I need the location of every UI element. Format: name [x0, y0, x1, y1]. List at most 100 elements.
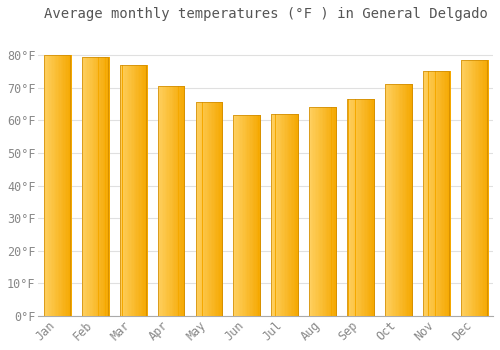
Bar	[216, 103, 218, 316]
Bar	[86, 57, 88, 316]
Bar	[294, 114, 295, 316]
Bar	[441, 71, 442, 316]
Bar	[256, 116, 257, 316]
Bar	[319, 107, 320, 316]
Bar	[372, 99, 374, 316]
Bar	[468, 60, 469, 316]
Bar	[360, 99, 361, 316]
Bar	[212, 103, 214, 316]
Bar	[329, 107, 330, 316]
Bar	[208, 103, 210, 316]
Bar	[464, 60, 465, 316]
Bar	[282, 114, 284, 316]
Bar	[332, 107, 333, 316]
Bar	[52, 55, 54, 316]
Bar	[320, 107, 322, 316]
Bar	[183, 86, 184, 316]
Bar	[469, 60, 470, 316]
Bar	[428, 71, 430, 316]
Bar	[135, 65, 136, 316]
Bar	[260, 116, 262, 316]
Bar	[291, 114, 292, 316]
Bar	[44, 55, 70, 316]
Bar	[122, 65, 124, 316]
Bar	[358, 99, 360, 316]
Bar	[272, 114, 274, 316]
Bar	[480, 60, 482, 316]
Bar	[198, 103, 200, 316]
Bar	[423, 71, 450, 316]
Bar	[362, 99, 364, 316]
Bar	[158, 86, 184, 316]
Bar	[330, 107, 332, 316]
Bar	[347, 99, 348, 316]
Bar	[234, 116, 260, 316]
Bar	[178, 86, 180, 316]
Bar	[132, 65, 134, 316]
Bar	[446, 71, 448, 316]
Bar	[315, 107, 316, 316]
Bar	[461, 60, 487, 316]
Bar	[448, 71, 450, 316]
Bar	[440, 71, 441, 316]
Bar	[430, 71, 431, 316]
Bar	[398, 84, 399, 316]
Bar	[250, 116, 252, 316]
Bar	[334, 107, 336, 316]
Bar	[211, 103, 212, 316]
Bar	[272, 114, 298, 316]
Bar	[64, 55, 65, 316]
Bar	[277, 114, 278, 316]
Bar	[56, 55, 58, 316]
Bar	[169, 86, 170, 316]
Bar	[90, 57, 92, 316]
Bar	[450, 71, 451, 316]
Bar	[253, 116, 254, 316]
Bar	[368, 99, 370, 316]
Bar	[159, 86, 160, 316]
Bar	[121, 65, 122, 316]
Bar	[144, 65, 145, 316]
Bar	[385, 84, 411, 316]
Bar	[160, 86, 162, 316]
Bar	[94, 57, 96, 316]
Bar	[97, 57, 98, 316]
Bar	[136, 65, 138, 316]
Bar	[66, 55, 68, 316]
Bar	[235, 116, 236, 316]
Bar	[196, 103, 222, 316]
Bar	[120, 65, 146, 316]
Bar	[318, 107, 319, 316]
Bar	[442, 71, 444, 316]
Bar	[134, 65, 135, 316]
Bar	[272, 114, 298, 316]
Bar	[146, 65, 148, 316]
Bar	[409, 84, 410, 316]
Bar	[292, 114, 294, 316]
Bar	[295, 114, 296, 316]
Bar	[96, 57, 97, 316]
Bar	[244, 116, 246, 316]
Bar	[356, 99, 357, 316]
Bar	[482, 60, 483, 316]
Bar	[296, 114, 298, 316]
Bar	[142, 65, 144, 316]
Bar	[70, 55, 72, 316]
Bar	[361, 99, 362, 316]
Bar	[390, 84, 392, 316]
Bar	[348, 99, 350, 316]
Bar	[484, 60, 486, 316]
Bar	[202, 103, 204, 316]
Bar	[316, 107, 318, 316]
Bar	[400, 84, 402, 316]
Bar	[357, 99, 358, 316]
Bar	[82, 57, 108, 316]
Bar	[214, 103, 215, 316]
Bar	[364, 99, 365, 316]
Bar	[257, 116, 258, 316]
Bar	[374, 99, 375, 316]
Bar	[107, 57, 108, 316]
Bar	[44, 55, 70, 316]
Bar	[427, 71, 428, 316]
Bar	[322, 107, 323, 316]
